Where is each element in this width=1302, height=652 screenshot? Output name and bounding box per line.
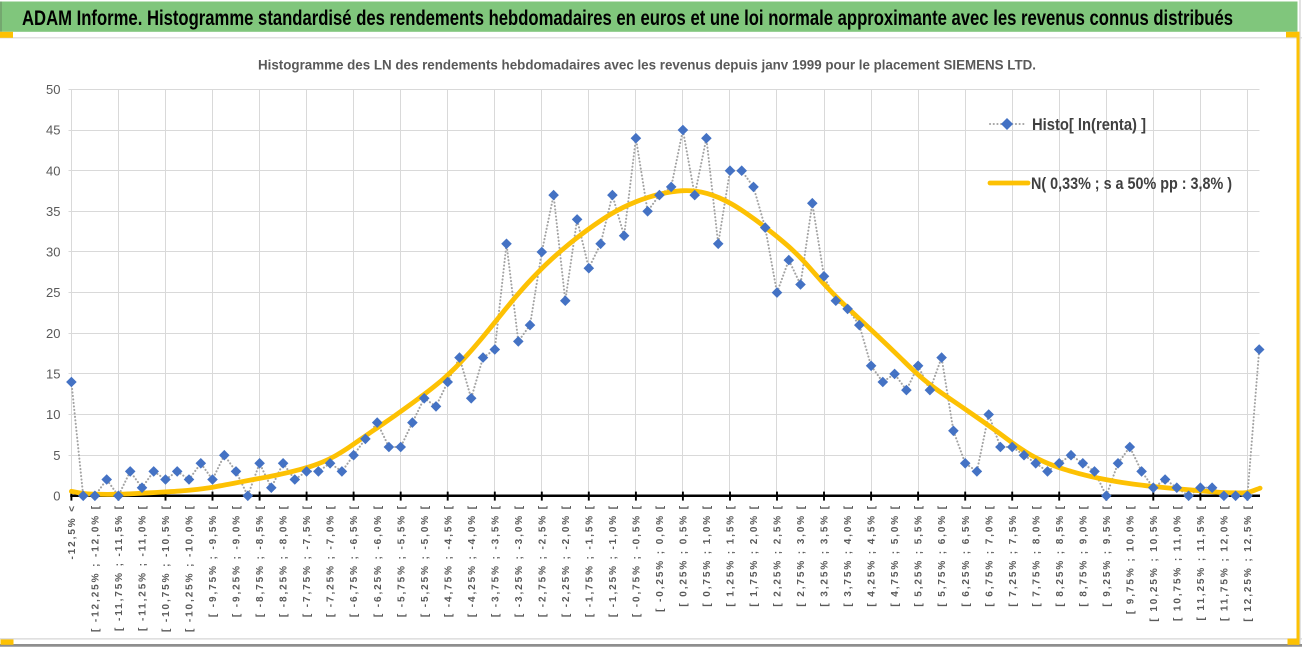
svg-text:[ 5,25% ; 5,5% [: [ 5,25% ; 5,5% [ [914,504,925,607]
svg-text:[ 1,25% ; 1,5% [: [ 1,25% ; 1,5% [ [726,504,737,607]
svg-text:10: 10 [46,407,60,422]
svg-text:[ -11,25% ; -11,0% [: [ -11,25% ; -11,0% [ [138,504,149,631]
svg-text:[ -9,75% ; -9,5% [: [ -9,75% ; -9,5% [ [208,504,219,617]
svg-text:[ -10,75% ; -10,5% [: [ -10,75% ; -10,5% [ [161,504,172,632]
svg-text:[ -1,75% ; -1,5% [: [ -1,75% ; -1,5% [ [584,504,595,617]
svg-text:[ 10,25% ; 10,5% [: [ 10,25% ; 10,5% [ [1149,504,1160,622]
svg-text:[ -7,25% ; -7,0% [: [ -7,25% ; -7,0% [ [326,504,337,617]
svg-text:[ -2,75% ; -2,5% [: [ -2,75% ; -2,5% [ [537,504,548,617]
svg-text:[ 5,75% ; 6,0% [: [ 5,75% ; 6,0% [ [937,504,948,607]
svg-text:45: 45 [46,123,60,138]
svg-text:[ -6,75% ; -6,5% [: [ -6,75% ; -6,5% [ [349,504,360,617]
svg-text:[ 4,25% ; 4,5% [: [ 4,25% ; 4,5% [ [867,504,878,607]
svg-text:[ -5,75% ; -5,5% [: [ -5,75% ; -5,5% [ [396,504,407,617]
svg-text:[ 12,25% ; 12,5% [: [ 12,25% ; 12,5% [ [1243,504,1254,622]
svg-text:[ -8,75% ; -8,5% [: [ -8,75% ; -8,5% [ [255,504,266,617]
svg-text:[ -10,25% ; -10,0% [: [ -10,25% ; -10,0% [ [185,504,196,632]
svg-text:0: 0 [53,488,60,503]
svg-text:[ 3,25% ; 3,5% [: [ 3,25% ; 3,5% [ [820,504,831,607]
svg-text:[ 2,75% ; 3,0% [: [ 2,75% ; 3,0% [ [796,504,807,607]
svg-text:[ -4,25% ; -4,0% [: [ -4,25% ; -4,0% [ [467,504,478,617]
svg-text:[ 7,75% ; 8,0% [: [ 7,75% ; 8,0% [ [1031,504,1042,607]
svg-text:[ -12,25% ; -12,0% [: [ -12,25% ; -12,0% [ [91,504,102,632]
svg-text:50: 50 [46,82,60,97]
svg-text:35: 35 [46,204,60,219]
svg-text:[ -11,75% ; -11,5% [: [ -11,75% ; -11,5% [ [114,504,125,631]
svg-text:[ -9,25% ; -9,0% [: [ -9,25% ; -9,0% [ [232,504,243,617]
svg-text:[ -0,25% ; 0,0% [: [ -0,25% ; 0,0% [ [655,504,666,612]
svg-text:[ 10,75% ; 11,0% [: [ 10,75% ; 11,0% [ [1172,504,1183,621]
svg-text:Histo[ ln(renta) ]: Histo[ ln(renta) ] [1032,115,1146,134]
svg-text:[ 8,75% ; 9,0% [: [ 8,75% ; 9,0% [ [1078,504,1089,607]
svg-text:[ -1,25% ; -1,0% [: [ -1,25% ; -1,0% [ [608,504,619,617]
svg-text:[ 0,75% ; 1,0% [: [ 0,75% ; 1,0% [ [702,504,713,607]
svg-text:-12,5% <: -12,5% < [67,504,78,560]
svg-text:[ -3,25% ; -3,0% [: [ -3,25% ; -3,0% [ [514,504,525,617]
svg-text:[ 11,25% ; 11,5% [: [ 11,25% ; 11,5% [ [1196,504,1207,620]
svg-text:[ -5,25% ; -5,0% [: [ -5,25% ; -5,0% [ [420,504,431,617]
svg-text:[ -2,25% ; -2,0% [: [ -2,25% ; -2,0% [ [561,504,572,617]
svg-text:[ -7,75% ; -7,5% [: [ -7,75% ; -7,5% [ [302,504,313,617]
svg-text:[ 11,75% ; 12,0% [: [ 11,75% ; 12,0% [ [1220,504,1231,621]
svg-text:[ 6,75% ; 7,0% [: [ 6,75% ; 7,0% [ [984,504,995,607]
svg-text:30: 30 [46,245,60,260]
svg-text:40: 40 [46,163,60,178]
svg-text:[ 9,75% ; 10,0% [: [ 9,75% ; 10,0% [ [1125,504,1136,614]
svg-text:[ -4,75% ; -4,5% [: [ -4,75% ; -4,5% [ [443,504,454,617]
svg-text:[ -3,75% ; -3,5% [: [ -3,75% ; -3,5% [ [490,504,501,617]
svg-text:[ 8,25% ; 8,5% [: [ 8,25% ; 8,5% [ [1055,504,1066,607]
svg-text:Histogramme des LN des rendeme: Histogramme des LN des rendements hebdom… [258,58,1036,73]
svg-text:15: 15 [46,367,60,382]
svg-text:ADAM Informe. Histogramme stan: ADAM Informe. Histogramme standardisé de… [22,6,1233,30]
svg-text:[ -8,25% ; -8,0% [: [ -8,25% ; -8,0% [ [279,504,290,617]
svg-text:25: 25 [46,285,60,300]
svg-text:N( 0,33% ; s a 50% pp : 3,8% ): N( 0,33% ; s a 50% pp : 3,8% ) [1031,174,1232,193]
svg-text:[ 9,25% ; 9,5% [: [ 9,25% ; 9,5% [ [1102,504,1113,607]
svg-text:[ -0,75% ; -0,5% [: [ -0,75% ; -0,5% [ [632,504,643,617]
svg-text:[ 0,25% ; 0,5% [: [ 0,25% ; 0,5% [ [679,504,690,607]
svg-text:[ -6,25% ; -6,0% [: [ -6,25% ; -6,0% [ [373,504,384,617]
svg-text:[ 1,75% ; 2,0% [: [ 1,75% ; 2,0% [ [749,504,760,607]
svg-text:[ 6,25% ; 6,5% [: [ 6,25% ; 6,5% [ [961,504,972,607]
svg-text:[ 4,75% ; 5,0% [: [ 4,75% ; 5,0% [ [890,504,901,607]
svg-text:[ 3,75% ; 4,0% [: [ 3,75% ; 4,0% [ [843,504,854,607]
svg-text:[ 7,25% ; 7,5% [: [ 7,25% ; 7,5% [ [1008,504,1019,607]
svg-text:5: 5 [53,448,60,463]
svg-text:[ 2,25% ; 2,5% [: [ 2,25% ; 2,5% [ [773,504,784,607]
svg-text:20: 20 [46,326,60,341]
